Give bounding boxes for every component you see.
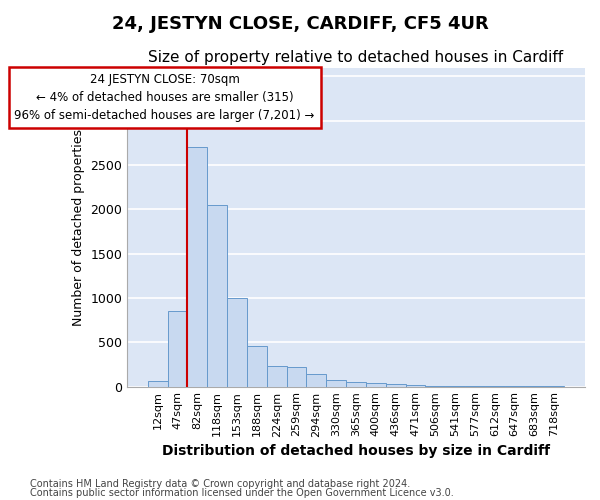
Title: Size of property relative to detached houses in Cardiff: Size of property relative to detached ho… <box>148 50 563 65</box>
Bar <box>148 382 167 386</box>
Text: 24 JESTYN CLOSE: 70sqm
← 4% of detached houses are smaller (315)
96% of semi-det: 24 JESTYN CLOSE: 70sqm ← 4% of detached … <box>14 73 315 122</box>
Bar <box>326 380 346 386</box>
Bar <box>227 298 247 386</box>
Bar <box>247 346 267 387</box>
Bar <box>307 374 326 386</box>
X-axis label: Distribution of detached houses by size in Cardiff: Distribution of detached houses by size … <box>162 444 550 458</box>
Bar <box>346 382 366 386</box>
Bar <box>267 366 287 386</box>
Bar <box>187 148 207 386</box>
Bar <box>366 382 386 386</box>
Text: Contains public sector information licensed under the Open Government Licence v3: Contains public sector information licen… <box>30 488 454 498</box>
Y-axis label: Number of detached properties: Number of detached properties <box>71 128 85 326</box>
Bar <box>406 385 425 386</box>
Bar <box>167 311 187 386</box>
Bar <box>386 384 406 386</box>
Bar <box>287 367 307 386</box>
Text: Contains HM Land Registry data © Crown copyright and database right 2024.: Contains HM Land Registry data © Crown c… <box>30 479 410 489</box>
Bar <box>207 205 227 386</box>
Text: 24, JESTYN CLOSE, CARDIFF, CF5 4UR: 24, JESTYN CLOSE, CARDIFF, CF5 4UR <box>112 15 488 33</box>
